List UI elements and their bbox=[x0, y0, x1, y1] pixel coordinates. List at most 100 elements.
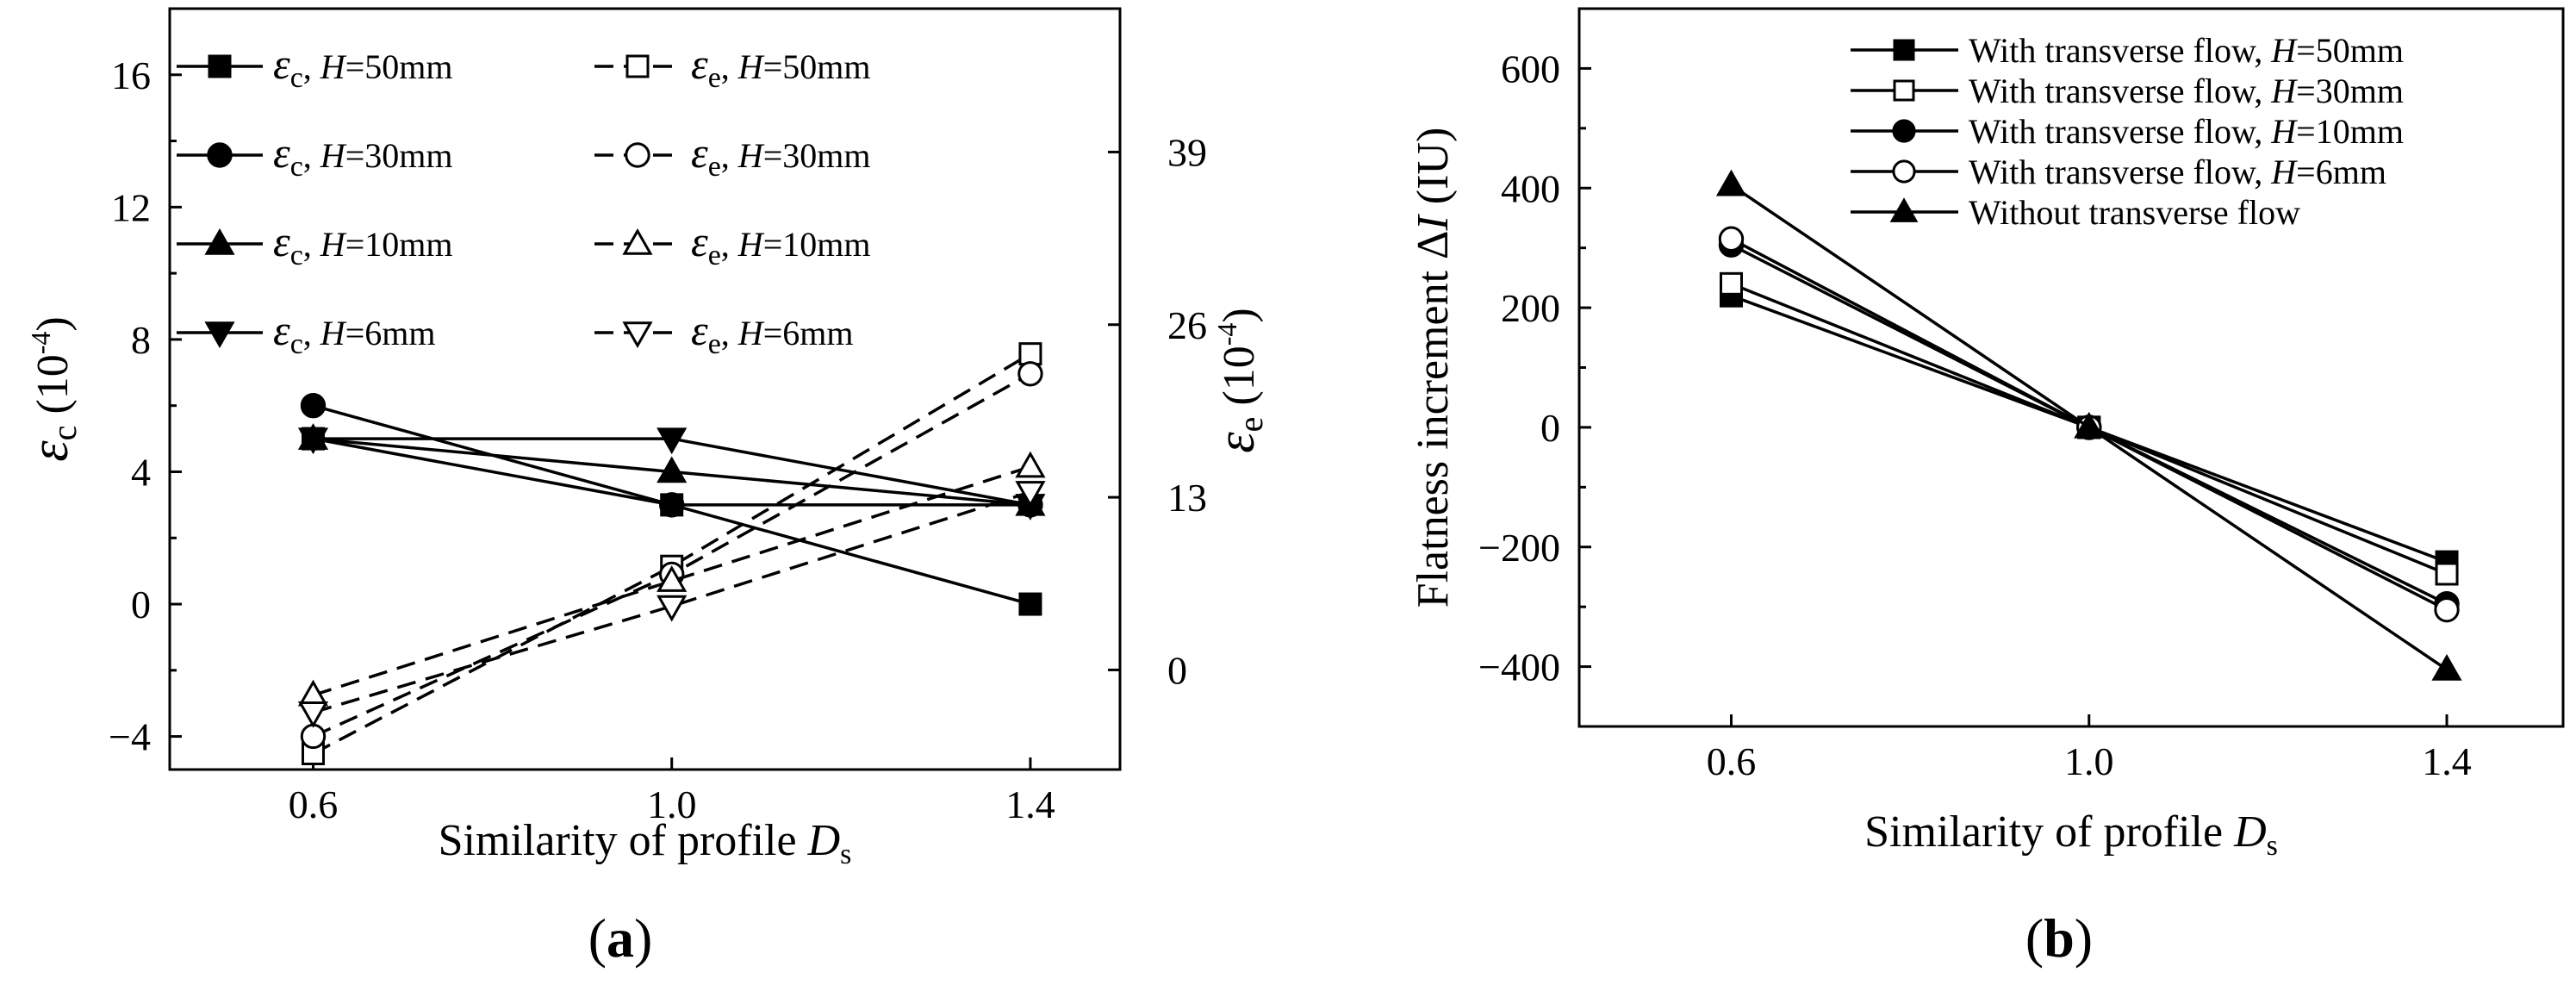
panel-a-letter: a bbox=[607, 907, 634, 969]
legend-item: With transverse flow, H=30mm bbox=[1851, 72, 2404, 110]
data-point bbox=[656, 456, 688, 483]
data-point bbox=[656, 427, 688, 455]
x-tick-label: 1.4 bbox=[1005, 782, 1055, 826]
y-tick-label: −400 bbox=[1478, 645, 1560, 689]
legend-item: εe, H=6mm bbox=[594, 306, 853, 360]
data-point bbox=[2435, 562, 2459, 586]
legend-marker bbox=[625, 142, 650, 168]
legend-label: εe, H=10mm bbox=[691, 217, 870, 271]
data-point bbox=[1718, 226, 1745, 252]
series-line bbox=[312, 352, 1031, 756]
panel-b-letter: b bbox=[2044, 907, 2075, 969]
data-point bbox=[297, 701, 329, 728]
data-point bbox=[1018, 342, 1042, 366]
y-tick-label: 400 bbox=[1501, 166, 1560, 210]
legend-label: εc, H=50mm bbox=[273, 40, 452, 94]
legend-item: With transverse flow, H=50mm bbox=[1851, 31, 2404, 70]
legend-item: εc, H=50mm bbox=[177, 40, 452, 94]
y-tick-label: 200 bbox=[1501, 286, 1560, 330]
y-right-tick-label: 0 bbox=[1167, 648, 1187, 692]
y-left-axis-label: εc (10-4) bbox=[21, 316, 84, 462]
legend-label: With transverse flow, H=50mm bbox=[1969, 31, 2404, 70]
legend-label: With transverse flow, H=6mm bbox=[1969, 153, 2386, 191]
series--e-h-10mm bbox=[297, 451, 1046, 707]
data-point bbox=[1018, 592, 1042, 616]
legend-marker bbox=[1889, 197, 1919, 222]
data-point bbox=[2434, 596, 2460, 623]
data-point bbox=[2074, 411, 2105, 439]
data-point bbox=[656, 565, 688, 592]
x-tick-label: 1.4 bbox=[2422, 739, 2472, 783]
y-axis-label: Flatness increment ΔI (IU) bbox=[1409, 128, 1458, 608]
data-point bbox=[300, 723, 327, 750]
legend-item: εe, H=10mm bbox=[594, 217, 870, 271]
x-axis-label: Similarity of profile Ds bbox=[1864, 807, 2278, 862]
panel-a-label: (a) bbox=[588, 907, 653, 969]
legend-label: εe, H=50mm bbox=[691, 40, 870, 94]
legend-item: Without transverse flow bbox=[1851, 193, 2300, 232]
legend-marker bbox=[1893, 79, 1915, 102]
legend-label: εc, H=30mm bbox=[273, 128, 452, 183]
data-point bbox=[1015, 481, 1046, 508]
y-left-tick-label: 4 bbox=[131, 450, 151, 494]
legend-label: εe, H=6mm bbox=[691, 306, 853, 360]
legend-marker bbox=[622, 227, 653, 255]
legend-item: With transverse flow, H=10mm bbox=[1851, 112, 2404, 151]
y-left-tick-label: 16 bbox=[111, 53, 151, 97]
series-line bbox=[312, 464, 1031, 697]
plot-frame bbox=[168, 7, 1122, 771]
x-axis-label: Similarity of profile Ds bbox=[439, 816, 852, 870]
legend-item: With transverse flow, H=6mm bbox=[1851, 153, 2386, 191]
legend-label: εc, H=6mm bbox=[273, 306, 435, 360]
legend-marker bbox=[1892, 159, 1916, 184]
y-left-tick-label: 0 bbox=[131, 583, 151, 626]
legend-label: εe, H=30mm bbox=[691, 128, 870, 183]
y-left-tick-label: 12 bbox=[111, 185, 151, 229]
legend-item: εe, H=30mm bbox=[594, 128, 870, 183]
series-without-transverse-flow bbox=[1715, 169, 2462, 681]
data-point bbox=[1015, 451, 1046, 478]
series-line bbox=[312, 490, 1031, 714]
y-tick-label: 600 bbox=[1501, 47, 1560, 90]
legend-label: With transverse flow, H=30mm bbox=[1969, 72, 2404, 110]
x-tick-label: 0.6 bbox=[1707, 739, 1757, 783]
legend-marker bbox=[208, 54, 232, 78]
legend-marker bbox=[625, 54, 650, 78]
y-tick-label: −200 bbox=[1478, 526, 1560, 570]
legend-marker bbox=[1893, 39, 1915, 61]
data-point bbox=[656, 595, 688, 622]
y-right-axis-label: εe (10-4) bbox=[1207, 308, 1270, 453]
series-line bbox=[313, 404, 1030, 507]
legend-item: εc, H=6mm bbox=[177, 306, 435, 360]
chart-b: 0.6 1.0 1.4 −400 −200 0 200 400 600 Similarity of… bbox=[1409, 7, 2565, 862]
y-left-tick-label: −4 bbox=[109, 715, 151, 759]
legend-label: With transverse flow, H=10mm bbox=[1969, 112, 2404, 151]
y-right-tick-label: 39 bbox=[1167, 130, 1207, 174]
data-point bbox=[300, 392, 327, 419]
legend-label: εc, H=10mm bbox=[273, 217, 452, 271]
x-tick-label: 1.0 bbox=[647, 782, 697, 826]
data-point bbox=[659, 492, 685, 518]
data-point bbox=[1719, 271, 1743, 296]
y-tick-label: 0 bbox=[1540, 406, 1560, 450]
series--e-h-6mm bbox=[297, 481, 1046, 728]
legend-marker bbox=[207, 142, 233, 168]
chart-a: 0.6 1.0 1.4 −4 0 4 8 12 16 0 13 26 39 Similarity of p… bbox=[21, 7, 1270, 870]
legend-item: εc, H=30mm bbox=[177, 128, 452, 183]
data-point bbox=[1715, 169, 1747, 196]
y-left-tick-label: 8 bbox=[131, 318, 151, 362]
legend-marker bbox=[622, 321, 653, 349]
data-point bbox=[1017, 361, 1043, 387]
y-right-tick-label: 26 bbox=[1167, 303, 1207, 347]
legend-marker bbox=[1892, 119, 1916, 143]
data-point bbox=[297, 427, 329, 455]
legend-item: εe, H=50mm bbox=[594, 40, 870, 94]
x-tick-label: 1.0 bbox=[2064, 739, 2114, 783]
legend: εc, H=50mm εc, H=30mm εc, H=10mm εc, H=6mm ε… bbox=[177, 40, 870, 360]
panel-b-label: (b) bbox=[2025, 907, 2093, 969]
series--e-h-50mm bbox=[301, 342, 1042, 766]
legend-label: Without transverse flow bbox=[1969, 193, 2300, 232]
y-right-tick-label: 13 bbox=[1167, 476, 1207, 520]
